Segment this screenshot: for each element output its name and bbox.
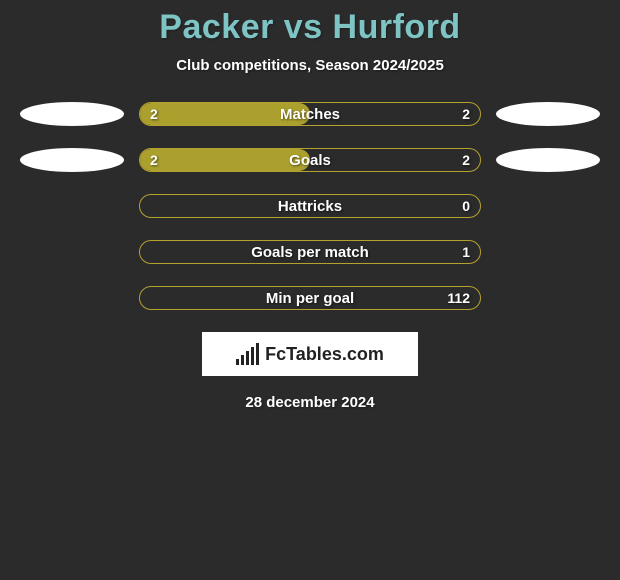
stat-row: Goals per match1	[0, 240, 620, 264]
right-badge	[496, 148, 600, 172]
stat-bar: 2Goals2	[139, 148, 481, 172]
stat-row: 2Matches2	[0, 102, 620, 126]
left-badge	[20, 286, 124, 310]
right-value: 2	[462, 103, 470, 125]
right-value: 112	[447, 287, 470, 309]
stat-bar: 2Matches2	[139, 102, 481, 126]
stat-label: Matches	[140, 103, 480, 125]
stat-label: Goals	[140, 149, 480, 171]
page-title: Packer vs Hurford	[0, 8, 620, 47]
date-label: 28 december 2024	[0, 394, 620, 411]
stat-row: Hattricks0	[0, 194, 620, 218]
comparison-infographic: Packer vs Hurford Club competitions, Sea…	[0, 0, 620, 411]
left-badge	[20, 194, 124, 218]
logo-box: FcTables.com	[202, 332, 418, 376]
stat-row: 2Goals2	[0, 148, 620, 172]
logo-text: FcTables.com	[265, 344, 384, 365]
left-badge	[20, 102, 124, 126]
right-badge	[496, 286, 600, 310]
stat-bar: Min per goal112	[139, 286, 481, 310]
stat-label: Goals per match	[140, 241, 480, 263]
right-badge	[496, 240, 600, 264]
left-badge	[20, 148, 124, 172]
right-badge	[496, 102, 600, 126]
stat-rows: 2Matches22Goals2Hattricks0Goals per matc…	[0, 102, 620, 310]
stat-bar: Hattricks0	[139, 194, 481, 218]
stat-label: Min per goal	[140, 287, 480, 309]
stat-bar: Goals per match1	[139, 240, 481, 264]
stat-label: Hattricks	[140, 195, 480, 217]
right-value: 2	[462, 149, 470, 171]
right-value: 1	[462, 241, 470, 263]
right-badge	[496, 194, 600, 218]
left-badge	[20, 240, 124, 264]
page-subtitle: Club competitions, Season 2024/2025	[0, 57, 620, 74]
bar-chart-icon	[236, 343, 259, 365]
right-value: 0	[462, 195, 470, 217]
stat-row: Min per goal112	[0, 286, 620, 310]
